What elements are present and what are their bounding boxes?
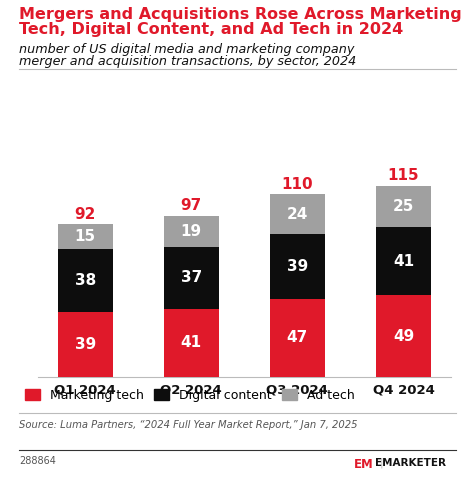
Bar xyxy=(376,296,431,377)
Text: EM: EM xyxy=(354,458,374,471)
Text: number of US digital media and marketing company: number of US digital media and marketing… xyxy=(19,43,354,56)
Text: 92: 92 xyxy=(75,207,96,222)
Bar xyxy=(164,247,219,309)
Text: Tech, Digital Content, and Ad Tech in 2024: Tech, Digital Content, and Ad Tech in 20… xyxy=(19,22,403,37)
Bar xyxy=(58,249,113,312)
Legend: Marketing tech, Digital content, Ad tech: Marketing tech, Digital content, Ad tech xyxy=(25,389,354,402)
Bar xyxy=(164,216,219,247)
Text: 115: 115 xyxy=(388,168,419,184)
Text: 15: 15 xyxy=(75,229,96,244)
Text: 288864: 288864 xyxy=(19,456,55,467)
Text: 110: 110 xyxy=(282,177,313,192)
Bar xyxy=(58,224,113,249)
Text: 39: 39 xyxy=(75,337,96,352)
Text: Source: Luma Partners, “2024 Full Year Market Report,” Jan 7, 2025: Source: Luma Partners, “2024 Full Year M… xyxy=(19,420,357,430)
Text: |: | xyxy=(380,458,384,469)
Bar xyxy=(270,298,325,377)
Bar xyxy=(270,194,325,234)
Text: Mergers and Acquisitions Rose Across Marketing: Mergers and Acquisitions Rose Across Mar… xyxy=(19,7,462,22)
Text: EMARKETER: EMARKETER xyxy=(376,458,446,468)
Text: 25: 25 xyxy=(393,199,414,214)
Bar xyxy=(58,312,113,377)
Text: 97: 97 xyxy=(181,198,202,213)
Text: 41: 41 xyxy=(393,254,414,269)
Bar xyxy=(270,234,325,298)
Bar xyxy=(376,227,431,296)
Text: 19: 19 xyxy=(181,224,202,239)
Text: 41: 41 xyxy=(181,335,202,350)
Text: merger and acquisition transactions, by sector, 2024: merger and acquisition transactions, by … xyxy=(19,55,356,68)
Bar xyxy=(376,186,431,227)
Text: 38: 38 xyxy=(75,273,96,288)
Text: 24: 24 xyxy=(287,207,308,222)
Text: 47: 47 xyxy=(287,330,308,345)
Text: 39: 39 xyxy=(287,259,308,274)
Text: 49: 49 xyxy=(393,328,414,343)
Bar xyxy=(164,309,219,377)
Text: 37: 37 xyxy=(181,270,202,285)
